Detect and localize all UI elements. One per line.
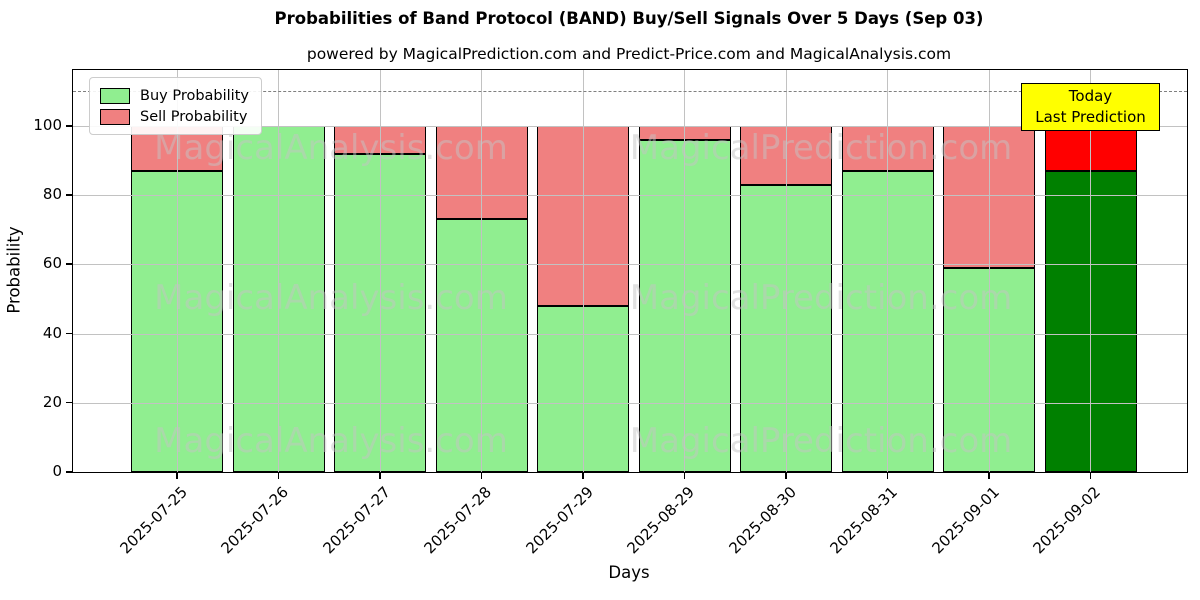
x-tick-mark [785,472,787,479]
y-tick-mark [66,125,72,127]
y-tick-label: 40 [42,323,62,342]
threshold-dashed-line [73,91,1187,93]
x-tick-mark [176,472,178,479]
y-tick-label: 60 [42,254,62,273]
h-gridline [73,333,1187,335]
annotation-line1: Today [1068,87,1113,105]
v-gridline [988,70,990,472]
chart-subtitle: powered by MagicalPrediction.com and Pre… [306,45,952,63]
y-axis-label: Probability [4,226,24,314]
x-tick-label: 2025-09-01 [928,483,1003,558]
annotation-line2: Last Prediction [1035,108,1146,126]
legend-label-sell: Sell Probability [140,108,248,125]
x-tick-label: 2025-08-30 [725,483,800,558]
v-gridline [582,70,584,472]
v-gridline [278,70,279,472]
x-tick-label: 2025-08-31 [826,483,902,558]
legend-item-sell: Sell Probability [100,106,249,127]
h-gridline [73,195,1187,197]
legend-label-buy: Buy Probability [140,87,249,104]
y-tick-label: 100 [33,116,62,135]
today-annotation: Today Last Prediction [1021,83,1160,131]
y-tick-label: 80 [42,185,62,204]
y-tick-mark [66,263,72,265]
x-axis-label: Days [608,563,650,582]
v-gridline [481,70,482,472]
v-gridline [379,70,381,472]
x-tick-label: 2025-07-29 [522,483,597,558]
x-tick-label: 2025-07-27 [319,483,394,558]
h-gridline [73,402,1187,404]
x-tick-label: 2025-09-02 [1029,483,1105,558]
sell-swatch-icon [100,108,130,125]
x-tick-mark [277,472,279,479]
x-tick-mark [886,472,888,479]
v-gridline [1090,70,1091,472]
plot-area: MagicalAnalysis.com MagicalPrediction.com… [72,69,1188,473]
legend-item-buy: Buy Probability [100,85,249,106]
x-tick-label: 2025-07-26 [217,483,293,558]
y-tick-mark [66,332,72,335]
x-tick-mark [1089,472,1091,479]
chart-title: Probabilities of Band Protocol (BAND) Bu… [274,9,984,28]
legend: Buy Probability Sell Probability [89,77,262,135]
v-gridline [684,70,685,472]
h-gridline [73,264,1187,266]
v-gridline [785,70,787,472]
v-gridline [887,70,888,472]
x-tick-label: 2025-07-28 [420,483,496,558]
x-tick-mark [683,472,685,479]
y-tick-mark [66,401,72,404]
y-tick-mark [66,194,72,196]
x-tick-mark [988,472,990,479]
x-tick-label: 2025-07-25 [116,483,191,558]
y-tick-label: 20 [42,392,62,411]
x-tick-mark [379,472,381,479]
x-tick-mark [582,472,584,479]
v-gridline [176,70,178,472]
y-tick-mark [66,471,72,473]
x-tick-label: 2025-08-29 [623,483,699,558]
buy-swatch-icon [100,87,130,104]
y-tick-label: 0 [52,462,62,480]
h-gridline [73,126,1187,128]
x-tick-mark [480,472,482,479]
